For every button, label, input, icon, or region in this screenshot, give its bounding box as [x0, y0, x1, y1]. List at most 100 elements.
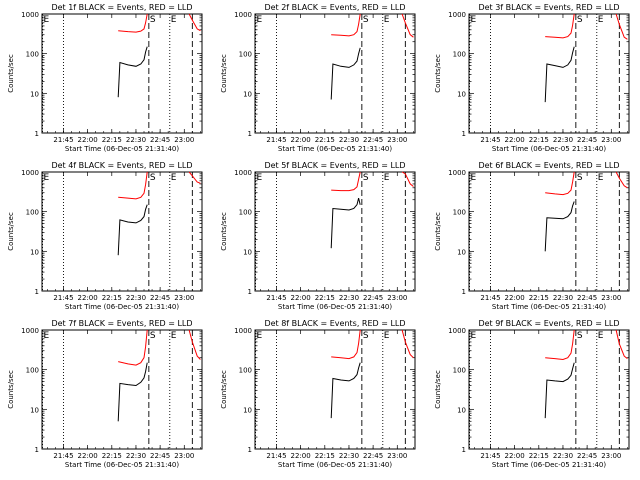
y-tick-label: 1000	[234, 169, 252, 177]
y-tick-label: 1000	[448, 169, 466, 177]
series-events-line	[544, 362, 575, 419]
plot-frame	[254, 171, 416, 292]
panel-5: Det 5f BLACK = Events, RED = LLD 1 10 100 10…	[220, 161, 416, 311]
panel-title: Det 6f BLACK = Events, RED = LLD	[478, 161, 619, 170]
y-tick-label: 1	[248, 130, 252, 138]
marker-label: E	[44, 331, 50, 341]
x-tick-label: 22:30	[126, 136, 146, 144]
x-axis-label: Start Time (06-Dec-05 21:31:40)	[65, 303, 179, 311]
y-tick-label: 1000	[448, 11, 466, 19]
x-tick-label: 22:00	[505, 452, 525, 460]
y-axis-label: Counts/sec	[434, 54, 442, 93]
x-tick-label: 23:00	[601, 294, 621, 302]
marker-label: E	[257, 331, 263, 341]
series-lld-line	[188, 171, 201, 184]
marker-label: E	[598, 15, 604, 25]
y-axis-label: Counts/sec	[220, 370, 228, 409]
marker-label: S	[150, 173, 156, 183]
marker-label: S	[577, 331, 583, 341]
series-events-line	[544, 201, 575, 252]
marker-label: S	[363, 15, 369, 25]
series-lld-line	[545, 329, 575, 361]
marker-label: E	[171, 331, 177, 341]
panel-3: Det 3f BLACK = Events, RED = LLD 1 10 100 10…	[434, 3, 630, 153]
marker-label: S	[577, 15, 583, 25]
series-lld-line	[188, 329, 201, 360]
panel-title: Det 8f BLACK = Events, RED = LLD	[264, 319, 405, 328]
series-lld-line	[615, 329, 628, 359]
plot-frame	[468, 13, 630, 134]
series-lld-line	[118, 329, 148, 366]
marker-label: E	[471, 173, 477, 183]
y-tick-label: 10	[30, 248, 39, 256]
x-tick-label: 22:15	[102, 452, 122, 460]
panel-9: Det 9f BLACK = Events, RED = LLD 1 10 100 10…	[434, 319, 630, 469]
series-events-line	[117, 204, 148, 256]
x-tick-label: 23:00	[601, 136, 621, 144]
x-tick-label: 21:45	[53, 452, 73, 460]
x-tick-label: 23:00	[174, 452, 194, 460]
panel-2: Det 2f BLACK = Events, RED = LLD 1 10 100 10…	[220, 3, 416, 153]
plot-frame	[468, 329, 630, 450]
plot-frame	[41, 13, 203, 134]
x-tick-label: 22:00	[505, 294, 525, 302]
series-lld-line	[401, 171, 414, 187]
x-tick-label: 21:45	[266, 136, 286, 144]
series-lld-line	[615, 171, 628, 189]
series-lld-line	[545, 171, 575, 196]
panel-title: Det 2f BLACK = Events, RED = LLD	[264, 3, 405, 12]
y-tick-label: 100	[26, 367, 39, 375]
y-tick-label: 100	[239, 367, 252, 375]
marker-label: E	[384, 173, 390, 183]
marker-label: E	[384, 331, 390, 341]
y-tick-label: 10	[457, 406, 466, 414]
marker-label: E	[471, 331, 477, 341]
x-axis-label: Start Time (06-Dec-05 21:31:40)	[65, 145, 179, 153]
series-lld-line	[615, 13, 628, 40]
x-tick-label: 21:45	[266, 294, 286, 302]
x-tick-label: 22:45	[363, 452, 383, 460]
panel-title: Det 9f BLACK = Events, RED = LLD	[478, 319, 619, 328]
y-tick-label: 100	[453, 367, 466, 375]
series-lld-line	[188, 13, 201, 32]
y-tick-label: 1	[35, 288, 39, 296]
y-tick-label: 1000	[21, 169, 39, 177]
marker-label: E	[171, 15, 177, 25]
series-lld-line	[331, 13, 361, 37]
y-tick-label: 1000	[448, 327, 466, 335]
x-tick-label: 22:15	[529, 452, 549, 460]
y-axis-label: Counts/sec	[220, 54, 228, 93]
x-tick-label: 22:30	[339, 294, 359, 302]
panel-title: Det 7f BLACK = Events, RED = LLD	[51, 319, 192, 328]
series-lld-line	[118, 171, 148, 200]
x-tick-label: 22:00	[78, 294, 98, 302]
y-tick-label: 1	[248, 446, 252, 454]
x-tick-label: 22:30	[339, 452, 359, 460]
x-tick-label: 22:45	[363, 136, 383, 144]
series-lld-line	[331, 329, 361, 360]
x-axis-label: Start Time (06-Dec-05 21:31:40)	[278, 145, 392, 153]
x-tick-label: 22:45	[150, 136, 170, 144]
panel-4: Det 4f BLACK = Events, RED = LLD 1 10 100 10…	[7, 161, 203, 311]
y-tick-label: 1	[462, 288, 466, 296]
y-tick-label: 1	[462, 130, 466, 138]
series-events-line	[544, 46, 575, 103]
x-tick-label: 22:15	[315, 452, 335, 460]
series-events-line	[117, 362, 148, 422]
x-tick-label: 22:30	[126, 452, 146, 460]
x-axis-label: Start Time (06-Dec-05 21:31:40)	[492, 145, 606, 153]
x-tick-label: 22:15	[102, 136, 122, 144]
x-tick-label: 23:00	[387, 136, 407, 144]
series-lld-line	[118, 13, 148, 33]
series-events-line	[330, 362, 361, 419]
y-tick-label: 1	[35, 446, 39, 454]
x-tick-label: 22:00	[291, 136, 311, 144]
plot-frame	[41, 329, 203, 450]
x-tick-label: 22:00	[291, 452, 311, 460]
y-tick-label: 10	[30, 406, 39, 414]
y-tick-label: 1	[35, 130, 39, 138]
marker-label: E	[171, 173, 177, 183]
y-tick-label: 10	[30, 90, 39, 98]
y-tick-label: 1000	[234, 327, 252, 335]
